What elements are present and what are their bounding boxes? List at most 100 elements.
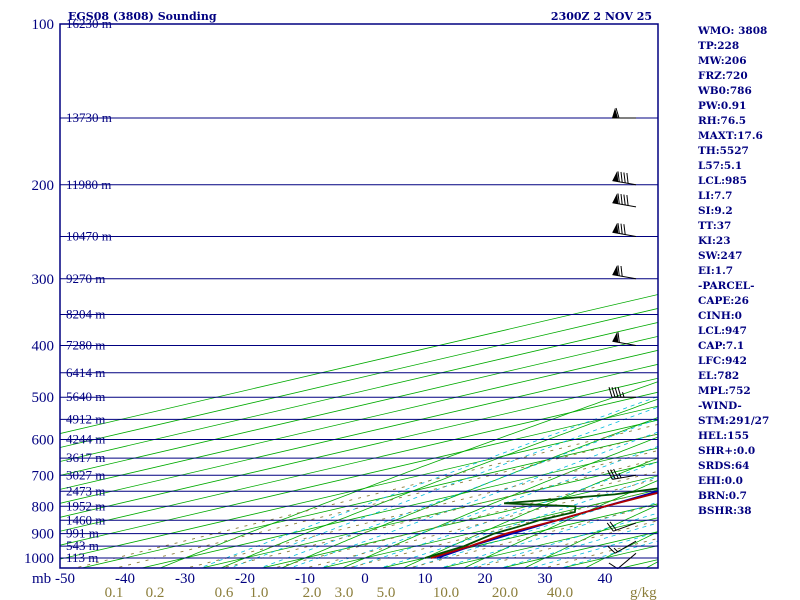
moist-adiabat-line (198, 395, 658, 568)
index-row: LFC:942 (698, 355, 747, 367)
index-row: SHR+:0.0 (698, 445, 756, 457)
wind-barb-flag (620, 171, 623, 183)
mixing-ratio-line (220, 458, 658, 568)
index-row: LCL:985 (698, 175, 747, 187)
index-row: TP:228 (698, 40, 740, 52)
isotherm-line (60, 391, 658, 532)
wind-barb-flag (611, 387, 616, 398)
index-row: PW:0.91 (698, 100, 747, 112)
wind-barb (607, 540, 637, 554)
index-row: CAPE:26 (698, 295, 749, 307)
wind-barb-flag (623, 224, 626, 235)
index-row: WMO: 3808 (698, 25, 768, 37)
wind-barb-half-flag (613, 547, 619, 553)
wind-barb-flag (613, 468, 619, 479)
height-label: 991 m (66, 526, 99, 541)
isotherm-line (60, 349, 658, 490)
wind-barb-half-flag (622, 392, 625, 398)
dry-adiabat-line (280, 417, 658, 568)
moist-adiabat-line (288, 431, 658, 568)
wind-barb (611, 107, 637, 119)
wind-barb-flag (606, 522, 614, 532)
height-label: 3617 m (66, 450, 105, 465)
isotherm-line (60, 377, 658, 518)
wind-barb (612, 265, 637, 280)
wind-barb-flag (617, 265, 620, 276)
temperature-tick-label: 20 (478, 571, 493, 587)
station-title: EGS08 (3808) Sounding (68, 10, 217, 23)
pressure-tick-label: 900 (32, 527, 55, 543)
isotherm-line (60, 405, 658, 546)
index-row: MAXT:17.6 (698, 130, 763, 142)
index-row: BRN:0.7 (698, 490, 747, 502)
wind-barb (608, 552, 637, 570)
index-row: KI:23 (698, 235, 731, 247)
wind-barb-staff (612, 474, 637, 480)
index-row: RH:76.5 (698, 115, 747, 127)
wind-barb-flag (617, 171, 620, 182)
mixing-ratio-line (73, 423, 658, 568)
wind-barb-flag (617, 387, 622, 398)
mixing-ratio-tick-label: 0.1 (105, 585, 124, 600)
wind-barb-flag (626, 195, 629, 206)
wind-barb-flag (617, 332, 620, 343)
index-row: MW:206 (698, 55, 747, 67)
dry-adiabat-line (523, 504, 658, 568)
height-label: 9270 m (66, 271, 105, 286)
height-label: 5640 m (66, 389, 105, 404)
index-row: L57:5.1 (698, 160, 743, 172)
wind-barb (607, 468, 637, 480)
dry-adiabat-line (341, 436, 658, 568)
index-row: EL:782 (698, 370, 740, 382)
dry-adiabat-line (462, 480, 658, 568)
wind-barb-staff (617, 552, 637, 570)
background-lines (60, 294, 658, 568)
height-label: 13730 m (66, 110, 112, 125)
pressure-tick-label: 500 (32, 390, 55, 406)
dewpoint-profile-line (424, 487, 658, 559)
profile-traces (424, 487, 658, 559)
height-label: 4244 m (66, 432, 105, 447)
mixing-ratio-tick-label: 3.0 (335, 585, 354, 600)
isotherm-line (60, 419, 658, 560)
height-label: 1952 m (66, 498, 105, 513)
wind-barb-flag (610, 469, 616, 480)
wind-barb-half-flag (618, 472, 622, 479)
moist-adiabat-line (529, 531, 658, 568)
dry-adiabat-line (219, 398, 658, 568)
index-row: SRDS:64 (698, 460, 750, 472)
pressure-tick-label: 100 (32, 17, 55, 33)
pressure-tick-label: 800 (32, 499, 55, 515)
temperature-tick-label: -30 (175, 571, 195, 587)
temperature-profile-line (430, 491, 658, 559)
moist-adiabat-line (318, 445, 658, 568)
mixing-ratio-line (346, 488, 658, 568)
mixing-ratio-tick-label: 40.0 (547, 585, 573, 600)
moist-adiabat-line (258, 418, 658, 568)
temperature-tick-label: -20 (235, 571, 255, 587)
temperature-tick-label: -10 (295, 571, 315, 587)
height-label: 543 m (66, 538, 99, 553)
pressure-tick-label: 200 (32, 178, 55, 194)
wind-barb-flag (617, 223, 620, 234)
wind-barb-flag (614, 387, 619, 398)
isobars (60, 23, 658, 559)
index-row: STM:291/27 (698, 415, 770, 427)
height-label: 4912 m (66, 411, 105, 426)
isotherm-line (80, 433, 658, 568)
height-label: 2473 m (66, 483, 105, 498)
dry-adiabat-line (402, 457, 658, 568)
index-row: EI:1.7 (698, 265, 734, 277)
mixing-ratio-tick-label: 10.0 (433, 585, 459, 600)
mixing-ratio-tick-label: 0.2 (146, 585, 165, 600)
moist-adiabat-line (409, 489, 658, 568)
wind-barb (606, 521, 637, 532)
isotherm-line (60, 294, 658, 434)
wind-barb-staff (613, 522, 637, 532)
height-label: 7280 m (66, 338, 105, 353)
wind-barb (612, 223, 637, 237)
index-row: CINH:0 (698, 310, 742, 322)
index-row: CAP:7.1 (698, 340, 745, 352)
